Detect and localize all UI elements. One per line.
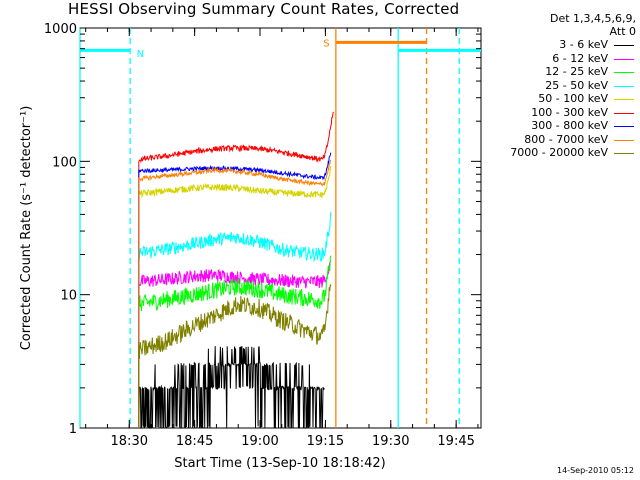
legend-header-detectors: Det 1,3,4,5,6,9, <box>549 12 636 25</box>
series-group <box>138 111 334 430</box>
x-tick-label: 19:00 <box>241 434 278 449</box>
x-axis: 18:30 18:45 19:00 19:15 19:30 19:45 <box>85 28 479 449</box>
series-line-5 <box>138 111 334 428</box>
annotation-letter: S <box>323 38 329 49</box>
annotation-letter: N <box>137 49 144 60</box>
y-tick-label: 100 <box>52 155 77 170</box>
series-line-0 <box>138 346 325 430</box>
series-line-4 <box>138 165 332 428</box>
series-line-8 <box>138 284 332 428</box>
chart-title: HESSI Observing Summary Count Rates, Cor… <box>68 0 460 18</box>
legend-label: 300 - 800 keV <box>531 119 608 132</box>
legend-swatch <box>614 153 634 154</box>
series-line-6 <box>138 152 332 428</box>
legend-label: 25 - 50 keV <box>545 78 608 92</box>
series-line-7 <box>138 159 332 428</box>
legend-item: 800 - 7000 keV <box>478 133 636 147</box>
legend-swatch <box>614 112 634 114</box>
legend-item: 50 - 100 keV <box>478 92 636 106</box>
legend-label: 50 - 100 keV <box>538 92 608 105</box>
legend-swatch <box>614 126 634 127</box>
legend-label: 3 - 6 keV <box>559 38 608 51</box>
datestamp: 14-Sep-2010 05:12 <box>557 466 634 475</box>
y-axis: 1 10 100 1000 <box>44 22 481 437</box>
legend-swatch <box>614 99 634 100</box>
legend-item: 6 - 12 keV <box>478 52 636 66</box>
y-tick-label: 1 <box>69 422 77 437</box>
y-tick-label: 10 <box>60 289 77 304</box>
legend-label: 800 - 7000 keV <box>524 132 608 146</box>
legend-item: 7000 - 20000 keV <box>478 146 636 160</box>
legend-item: 25 - 50 keV <box>478 79 636 93</box>
legend-item: 12 - 25 keV <box>478 65 636 79</box>
night-annotations <box>79 28 481 428</box>
legend-label: 12 - 25 keV <box>545 65 608 78</box>
legend-item: 100 - 300 keV <box>478 106 636 120</box>
x-tick-label: 19:15 <box>307 434 344 449</box>
x-tick-label: 18:30 <box>111 434 148 449</box>
legend-swatch <box>614 58 634 60</box>
legend-item: 3 - 6 keV <box>478 38 636 52</box>
legend-label: 100 - 300 keV <box>531 105 608 119</box>
y-axis-label: Corrected Count Rate (s⁻¹ detector⁻¹) <box>19 106 34 351</box>
legend-header-attenuator: Att 0 <box>609 25 636 38</box>
y-tick-label: 1000 <box>44 22 77 37</box>
x-tick-label: 18:45 <box>176 434 213 449</box>
x-axis-label: Start Time (13-Sep-10 18:18:42) <box>174 456 385 471</box>
legend-label: 6 - 12 keV <box>552 51 608 65</box>
legend-swatch <box>614 85 634 87</box>
legend-item: 300 - 800 keV <box>478 119 636 133</box>
x-tick-label: 19:45 <box>437 434 474 449</box>
x-tick-label: 19:30 <box>372 434 409 449</box>
legend-label: 7000 - 20000 keV <box>510 146 608 159</box>
series-line-3 <box>138 211 332 428</box>
legend: Det 1,3,4,5,6,9, Att 0 3 - 6 keV 6 - 12 k… <box>478 12 636 160</box>
series-line-2 <box>138 255 332 428</box>
legend-swatch <box>614 139 634 141</box>
legend-swatch <box>614 45 634 46</box>
legend-swatch <box>614 72 634 73</box>
annotation-letters: NS <box>137 38 330 60</box>
